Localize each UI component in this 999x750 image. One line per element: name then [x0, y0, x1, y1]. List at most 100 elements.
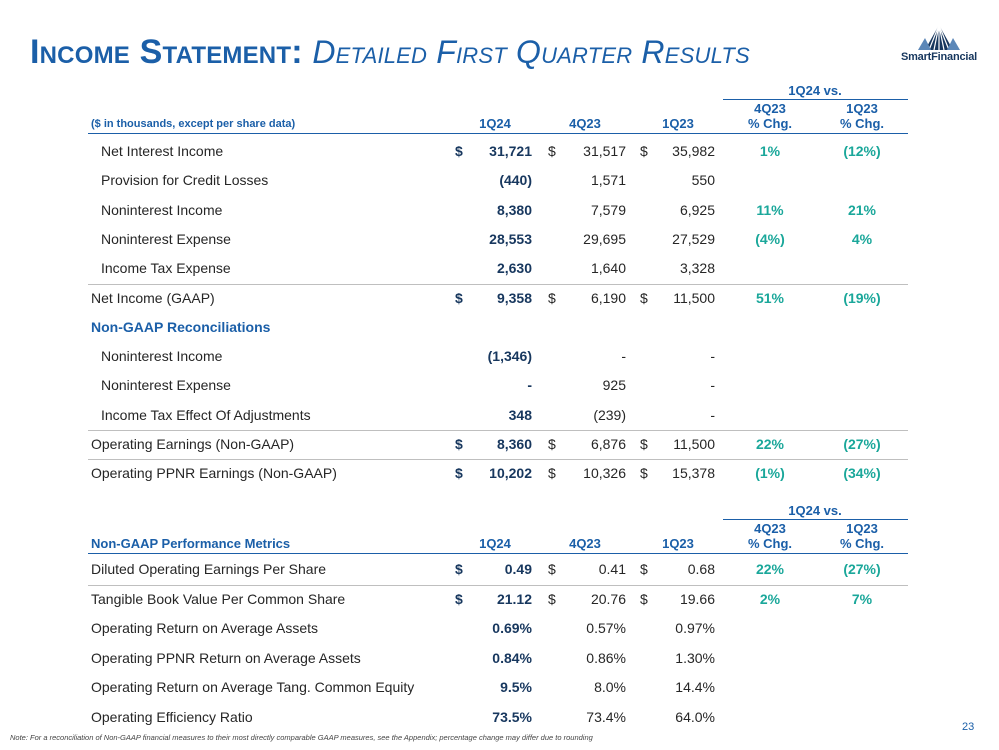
row-1q23-value: - — [710, 406, 715, 423]
row-4q23-value: 73.4% — [586, 708, 626, 725]
metrics-chg2-line1: 1Q23 — [846, 521, 878, 536]
row-4q23-value: 10,326 — [583, 465, 626, 482]
title-main: Income Statement: — [30, 33, 303, 71]
row-chg-4q23: 22% — [755, 436, 785, 452]
row-1q23-value: 11,500 — [673, 436, 715, 452]
row-label: Non-GAAP Reconciliations — [91, 318, 271, 335]
row-4q23-value: 29,695 — [583, 230, 626, 247]
footnote: Note: For a reconciliation of Non-GAAP f… — [10, 733, 593, 742]
row-1q24-value: 73.5% — [492, 708, 532, 725]
row-label: Net Income (GAAP) — [91, 289, 215, 306]
row-label: Income Tax Effect Of Adjustments — [101, 406, 311, 423]
row-1q24-value: - — [527, 377, 532, 394]
row-4q23-value: 0.57% — [586, 620, 626, 636]
metrics-left-header: Non-GAAP Performance Metrics — [91, 536, 291, 551]
row-1q23-value: 550 — [691, 172, 715, 189]
row-1q23-value: - — [710, 348, 715, 365]
row-chg-1q23: (12%) — [843, 143, 881, 159]
row-4q23-value: (239) — [593, 406, 626, 423]
row-label: Noninterest Income — [101, 348, 223, 365]
metrics-group-header: 1Q24 vs. — [788, 503, 842, 518]
row-chg-1q23: (34%) — [843, 465, 881, 482]
row-4q23-value: 6,876 — [590, 436, 626, 452]
row-4q23-dollar: $ — [548, 465, 556, 482]
row-4q23-dollar: $ — [548, 561, 556, 577]
row-separator — [88, 283, 908, 285]
income-chg1-line1: 4Q23 — [754, 101, 786, 116]
row-chg-1q23: (19%) — [843, 289, 881, 306]
income-col-1q24: 1Q24 — [479, 116, 511, 131]
income-chg2-line2: % Chg. — [839, 116, 885, 131]
row-1q24-dollar: $ — [455, 436, 463, 452]
row-1q24-value: 28,553 — [489, 230, 532, 247]
row-4q23-value: 0.41 — [598, 561, 626, 577]
row-1q23-value: 27,529 — [672, 230, 715, 247]
row-1q24-dollar: $ — [455, 289, 463, 306]
row-4q23-value: 8.0% — [594, 679, 626, 695]
row-label: Operating Earnings (Non-GAAP) — [91, 436, 295, 452]
income-chg2-line1: 1Q23 — [846, 101, 878, 116]
row-1q23-value: 0.68 — [687, 561, 715, 577]
row-chg-4q23: 22% — [755, 561, 785, 577]
row-1q24-dollar: $ — [455, 590, 463, 607]
row-1q24-value: (1,346) — [487, 348, 532, 365]
row-4q23-value: 6,190 — [590, 289, 626, 306]
smartfinancial-logo: SmartFinancial — [884, 24, 994, 64]
metrics-header-rule — [88, 553, 908, 554]
row-label: Net Interest Income — [101, 143, 224, 159]
page-title: Income Statement: Detailed First Quarter… — [30, 32, 750, 72]
row-chg-1q23: 7% — [851, 590, 873, 607]
row-4q23-value: 7,579 — [590, 201, 626, 218]
row-label: Provision for Credit Losses — [101, 172, 269, 189]
row-chg-4q23: (1%) — [755, 465, 785, 482]
row-1q24-value: 8,360 — [496, 436, 532, 452]
metrics-chg1-line1: 4Q23 — [754, 521, 786, 536]
row-separator — [88, 584, 908, 586]
row-1q23-value: 14.4% — [675, 679, 715, 695]
row-1q23-value: 1.30% — [675, 649, 715, 666]
logo-mark-icon — [918, 24, 960, 51]
row-4q23-value: 925 — [602, 377, 626, 394]
row-1q23-dollar: $ — [640, 465, 648, 482]
row-4q23-dollar: $ — [548, 436, 556, 452]
row-1q24-value: 8,380 — [496, 201, 532, 218]
row-1q23-dollar: $ — [640, 143, 648, 159]
income-chg1-line2: % Chg. — [747, 116, 793, 131]
row-4q23-dollar: $ — [548, 590, 556, 607]
row-label: Tangible Book Value Per Common Share — [91, 590, 346, 607]
logo-text: SmartFinancial — [900, 51, 978, 63]
row-chg-4q23: 51% — [755, 289, 785, 306]
row-1q24-value: 31,721 — [489, 143, 532, 159]
row-1q23-value: 11,500 — [673, 289, 715, 306]
row-chg-1q23: 21% — [847, 201, 877, 218]
row-1q24-value: 0.49 — [504, 561, 532, 577]
row-label: Income Tax Expense — [101, 260, 231, 277]
metrics-chg1-line2: % Chg. — [747, 536, 793, 551]
metrics-group-header-rule — [723, 519, 908, 520]
income-col-4q23: 4Q23 — [569, 116, 601, 131]
row-1q23-dollar: $ — [640, 289, 648, 306]
row-label: Noninterest Expense — [101, 377, 231, 394]
row-label: Noninterest Expense — [101, 230, 231, 247]
row-chg-1q23: (27%) — [843, 436, 881, 452]
row-label: Diluted Operating Earnings Per Share — [91, 561, 327, 577]
row-1q23-value: 6,925 — [679, 201, 715, 218]
row-1q24-value: 0.69% — [492, 620, 532, 636]
row-1q24-dollar: $ — [455, 561, 463, 577]
row-1q24-value: 0.84% — [492, 649, 532, 666]
row-1q24-value: 2,630 — [496, 260, 532, 277]
row-chg-1q23: (27%) — [843, 561, 881, 577]
row-1q23-dollar: $ — [640, 436, 648, 452]
row-separator — [88, 430, 908, 431]
row-label: Operating Efficiency Ratio — [91, 708, 253, 725]
row-4q23-value: 20.76 — [590, 590, 626, 607]
row-chg-4q23: 11% — [756, 201, 784, 218]
row-1q24-value: 348 — [508, 406, 532, 423]
row-4q23-value: 1,640 — [590, 260, 626, 277]
page-number: 23 — [962, 721, 975, 733]
income-col-1q23: 1Q23 — [662, 116, 694, 131]
row-4q23-dollar: $ — [548, 289, 556, 306]
row-4q23-dollar: $ — [548, 143, 556, 159]
title-sub: Detailed First Quarter Results — [312, 34, 750, 70]
income-group-header-rule — [723, 99, 908, 100]
